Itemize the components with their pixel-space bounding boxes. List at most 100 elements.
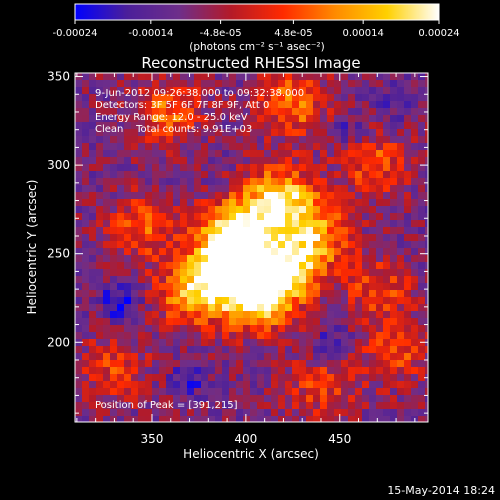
heatmap-cell <box>180 409 188 417</box>
heatmap-cell <box>180 220 188 228</box>
heatmap-cell <box>117 164 125 172</box>
x-axis-ticks <box>76 73 416 422</box>
heatmap-cell <box>145 192 153 200</box>
heatmap-cell <box>152 360 160 368</box>
heatmap-cell <box>369 185 377 193</box>
heatmap-cell <box>362 213 370 221</box>
heatmap-cell <box>271 87 279 95</box>
heatmap-cell <box>159 409 167 417</box>
heatmap-cell <box>117 304 125 312</box>
heatmap-cell <box>271 73 279 81</box>
heatmap-cell <box>299 346 307 354</box>
heatmap-cell <box>173 234 181 242</box>
heatmap-cell <box>194 241 202 249</box>
heatmap-cell <box>187 381 195 389</box>
heatmap-cell <box>334 297 342 305</box>
heatmap-cell <box>229 339 237 347</box>
heatmap-cell <box>369 199 377 207</box>
heatmap-cell <box>383 311 391 319</box>
heatmap-cell <box>257 318 265 326</box>
heatmap-cell <box>250 353 258 361</box>
heatmap-cell <box>152 241 160 249</box>
heatmap-cell <box>271 143 279 151</box>
heatmap-cell <box>334 122 342 130</box>
heatmap-cell <box>264 136 272 144</box>
y-axis-ticks <box>75 76 428 414</box>
heatmap-cell <box>159 325 167 333</box>
heatmap-cell <box>236 262 244 270</box>
heatmap-cell <box>299 87 307 95</box>
heatmap-cell <box>131 346 139 354</box>
heatmap-cell <box>376 73 384 81</box>
heatmap-cell <box>89 339 97 347</box>
heatmap-cell <box>166 388 174 396</box>
heatmap-cell <box>159 290 167 298</box>
heatmap-cell <box>418 297 426 305</box>
heatmap-cell <box>124 318 132 326</box>
heatmap-cell <box>292 220 300 228</box>
heatmap-cell <box>299 304 307 312</box>
heatmap-cell <box>103 220 111 228</box>
heatmap-cell <box>257 234 265 242</box>
heatmap-cell <box>376 381 384 389</box>
heatmap-cell <box>208 136 216 144</box>
heatmap-cell <box>250 199 258 207</box>
annotation-block: 9-Jun-2012 09:26:38.000 to 09:32:38.000 … <box>95 88 304 135</box>
heatmap-cell <box>110 199 118 207</box>
heatmap-cell <box>96 73 104 81</box>
heatmap-cell <box>173 94 181 102</box>
heatmap-cell <box>243 262 251 270</box>
heatmap-cell <box>334 108 342 116</box>
heatmap-cell <box>138 402 146 410</box>
heatmap-cell <box>250 227 258 235</box>
heatmap-cell <box>369 143 377 151</box>
heatmap-cell <box>229 255 237 263</box>
heatmap-cell <box>369 241 377 249</box>
heatmap-cell <box>355 248 363 256</box>
heatmap-cell <box>278 192 286 200</box>
heatmap-cell <box>110 143 118 151</box>
heatmap-cell <box>124 115 132 123</box>
heatmap-cell <box>208 402 216 410</box>
heatmap-cell <box>152 346 160 354</box>
heatmap-cell <box>383 325 391 333</box>
heatmap-cell <box>383 367 391 375</box>
heatmap-cell <box>215 108 223 116</box>
heatmap-cell <box>215 332 223 340</box>
heatmap-cell <box>124 276 132 284</box>
heatmap-cell <box>264 178 272 186</box>
heatmap-cell <box>82 269 90 277</box>
heatmap-cell <box>369 276 377 284</box>
heatmap-cell <box>75 283 83 291</box>
heatmap-cell <box>208 255 216 263</box>
heatmap-cell <box>376 94 384 102</box>
heatmap-cell <box>341 311 349 319</box>
heatmap-cell <box>222 381 230 389</box>
heatmap-cell <box>110 332 118 340</box>
heatmap-cell <box>131 304 139 312</box>
heatmap-cell <box>369 122 377 130</box>
heatmap-cell <box>411 108 419 116</box>
heatmap-cell <box>208 129 216 137</box>
heatmap-cell <box>229 164 237 172</box>
heatmap-cell <box>166 185 174 193</box>
heatmap-cell <box>264 108 272 116</box>
heatmap-cell <box>425 255 428 263</box>
heatmap-cell <box>313 332 321 340</box>
heatmap-cell <box>89 94 97 102</box>
heatmap-cell <box>194 381 202 389</box>
heatmap-cell <box>334 185 342 193</box>
heatmap-cell <box>397 94 405 102</box>
heatmap-cell <box>404 171 412 179</box>
heatmap-cell <box>411 220 419 228</box>
heatmap-cell <box>404 395 412 403</box>
heatmap-cell <box>229 185 237 193</box>
heatmap-cell <box>292 304 300 312</box>
heatmap-cell <box>131 220 139 228</box>
heatmap-cell <box>124 409 132 417</box>
heatmap-cell <box>152 87 160 95</box>
heatmap-cell <box>278 122 286 130</box>
heatmap-cell <box>355 129 363 137</box>
heatmap-cell <box>299 297 307 305</box>
heatmap-cell <box>82 94 90 102</box>
